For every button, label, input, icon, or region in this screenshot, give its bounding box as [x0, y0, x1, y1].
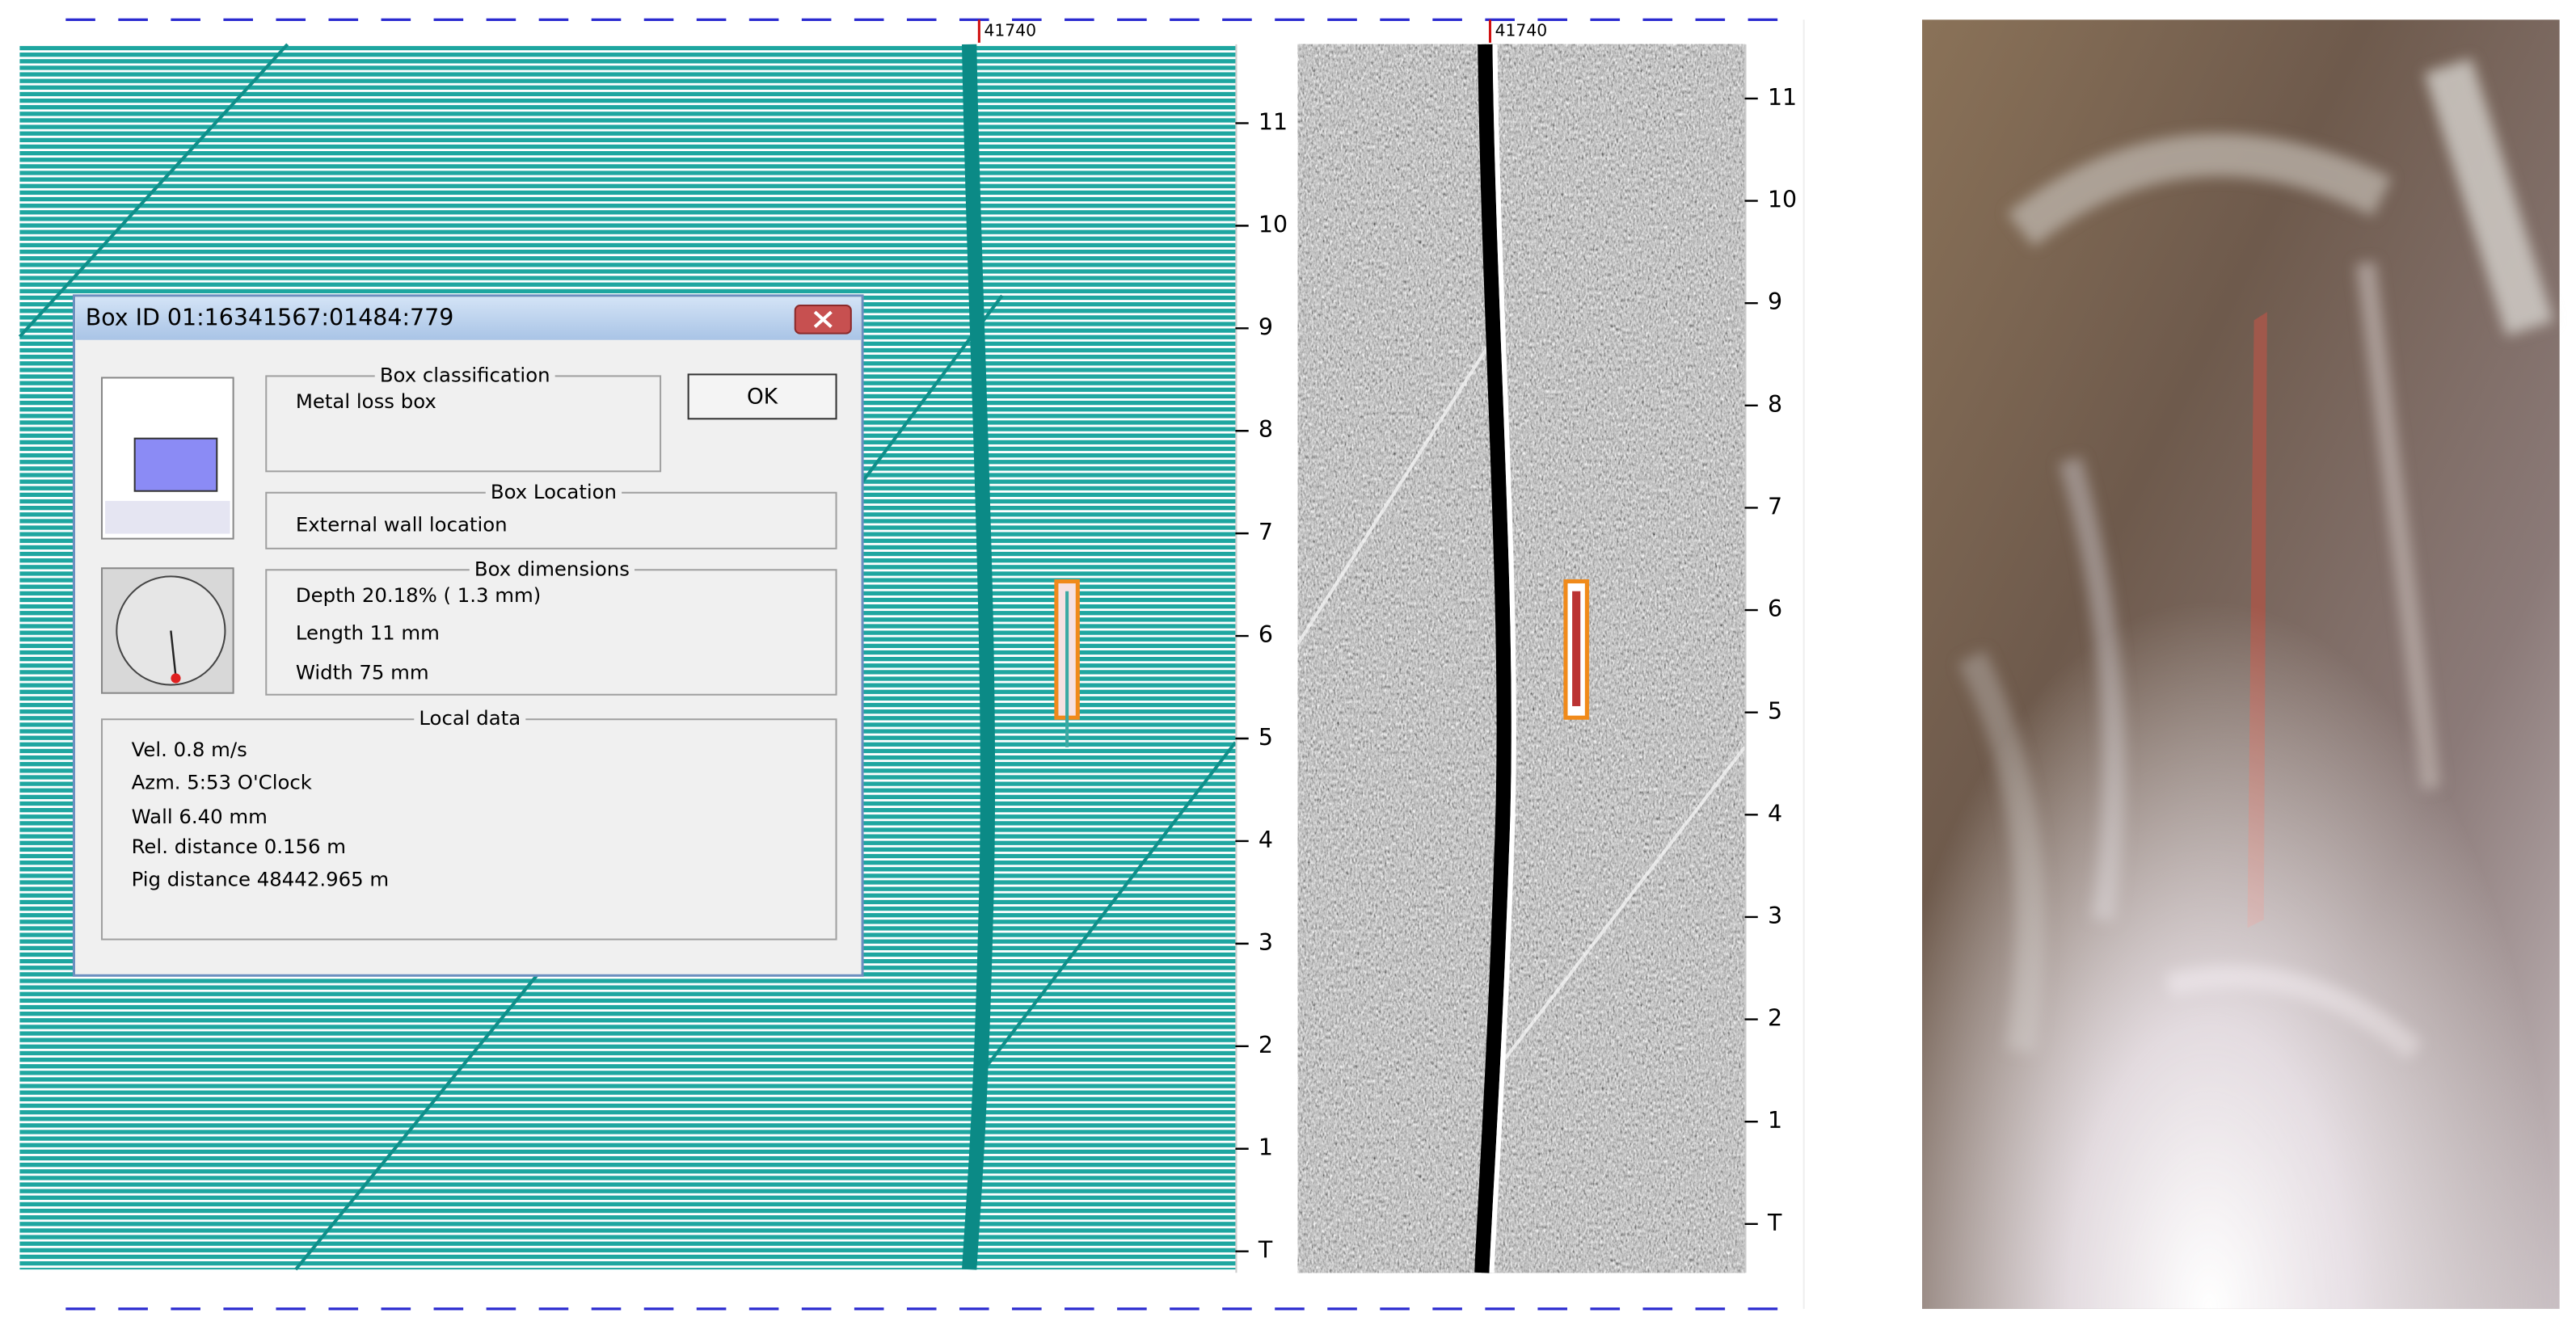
close-icon[interactable]: [813, 310, 833, 328]
clock-label: 8: [1258, 416, 1273, 443]
group-label: Box classification: [380, 363, 550, 386]
group-label-bg: [485, 481, 622, 504]
field-value: External wall location: [296, 512, 508, 536]
scan-noise: [1297, 44, 1745, 1273]
field-value: Wall 6.40 mm: [132, 805, 268, 828]
group-label-bg: [469, 558, 635, 582]
clock-label: 1: [1768, 1107, 1782, 1134]
ok-button-label[interactable]: OK: [747, 384, 778, 409]
clock-label: 11: [1258, 108, 1288, 135]
weld-trace: [18, 43, 289, 339]
icon-clock-hand: [170, 630, 177, 677]
defect-core: [1572, 591, 1581, 706]
clock-label: 9: [1258, 314, 1273, 340]
clock-label: 9: [1768, 288, 1782, 315]
clock-label: 5: [1768, 698, 1782, 725]
icon-box-shape: [133, 437, 218, 492]
weld-trace: [984, 741, 1237, 1069]
clock-label: 3: [1768, 903, 1782, 929]
clock-label: 4: [1258, 827, 1273, 853]
clock-label: 7: [1768, 493, 1782, 520]
field-value: Depth 20.18% ( 1.3 mm): [296, 583, 541, 607]
clock-label: 7: [1258, 519, 1273, 545]
weld-trace: [1497, 746, 1747, 1069]
girth-weld: [962, 44, 996, 1270]
close-button[interactable]: [794, 305, 852, 335]
field-value: Rel. distance 0.156 m: [132, 835, 346, 858]
group-label: Box Location: [491, 480, 617, 503]
weld-trace: [1296, 347, 1489, 645]
clock-label: 10: [1768, 187, 1797, 213]
clock-label: 6: [1258, 621, 1273, 648]
clock-label: 1: [1258, 1134, 1273, 1161]
field-value: Pig distance 48442.965 m: [132, 867, 390, 890]
clock-label: 6: [1768, 595, 1782, 622]
field-value: Length 11 mm: [296, 621, 440, 645]
ok-button[interactable]: OK: [687, 373, 837, 420]
photo-glow: [1922, 19, 2560, 1309]
clock-label: 10: [1258, 211, 1288, 238]
clock-label: 2: [1258, 1032, 1273, 1058]
field-value: Metal loss box: [296, 389, 436, 413]
group-label-bg: [414, 708, 526, 731]
group-label-bg: [374, 364, 555, 388]
ok-button-bg[interactable]: [687, 373, 837, 420]
weld-trace: [294, 967, 544, 1271]
girth-weld: [1474, 44, 1511, 1273]
marker-label: 41740: [984, 21, 1036, 40]
icon-clock-dot: [171, 673, 181, 684]
field-value: Azm. 5:53 O'Clock: [132, 771, 313, 794]
stage: 41740 41740 11 10 9 8 7 6 5 4 3 2 1 T 11 10 9 8 7 6 5 4 3 2 1 T Bo…: [18, 18, 2560, 1311]
dialog: Box ID 01:16341567:01484:779 Box classifi…: [72, 294, 864, 977]
dialog-titlebar: [75, 297, 862, 340]
clock-label: 5: [1258, 724, 1273, 751]
icon-box-strip: [105, 500, 230, 534]
clock-label: 8: [1768, 391, 1782, 418]
field-value: Vel. 0.8 m/s: [132, 738, 247, 761]
dialog-title: Box ID 01:16341567:01484:779: [86, 304, 454, 330]
girth-weld-edge: [1489, 44, 1516, 1273]
clock-label: T: [1767, 1210, 1782, 1236]
clock-label: 4: [1768, 800, 1782, 827]
clock-label: T: [1258, 1237, 1273, 1264]
clock-label: 3: [1258, 929, 1273, 956]
group-label: Local data: [419, 706, 521, 730]
field-value: Width 75 mm: [296, 660, 429, 684]
clock-label: 11: [1768, 84, 1797, 111]
group-label: Box dimensions: [474, 557, 630, 580]
marker-label: 41740: [1495, 21, 1548, 40]
clock-label: 2: [1768, 1005, 1782, 1032]
